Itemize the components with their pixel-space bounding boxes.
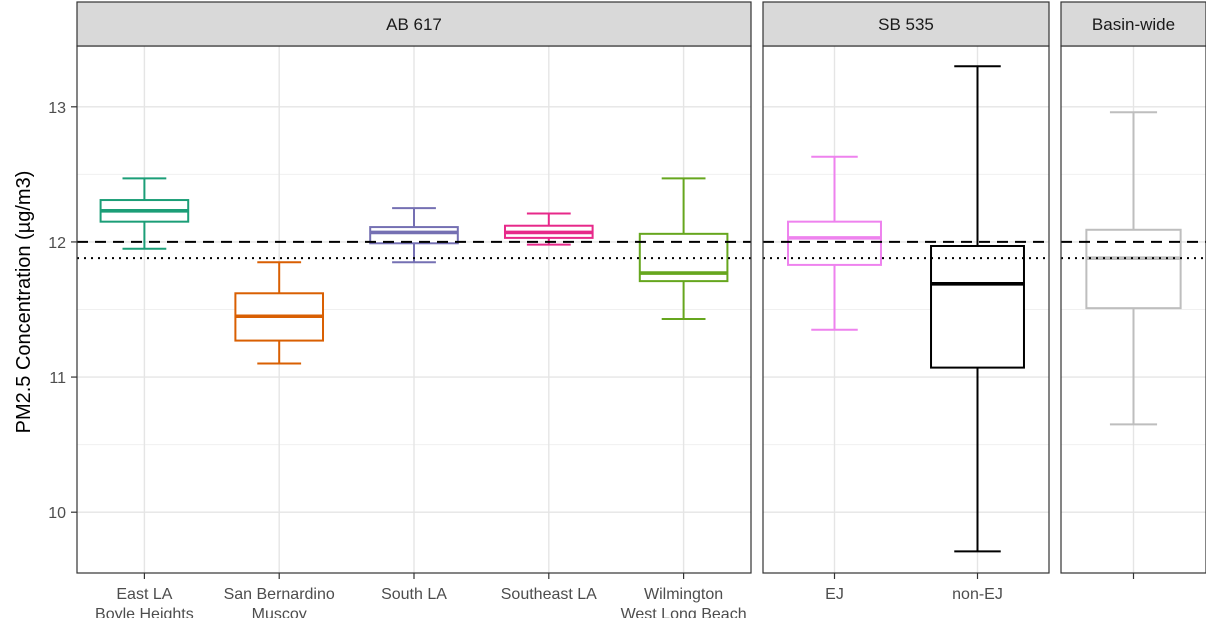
boxplot-0-1 [234, 261, 325, 365]
x-tick-label: San Bernardino [224, 586, 335, 603]
boxplot-0-2 [369, 207, 459, 264]
facet-strip-label: AB 617 [386, 15, 442, 34]
x-tick-label: EJ [825, 586, 844, 603]
facet-strip-label: SB 535 [878, 15, 934, 34]
x-tick-label: Southeast LA [501, 586, 597, 603]
y-tick-label: 10 [48, 505, 66, 522]
y-tick-label: 12 [48, 235, 66, 252]
y-axis-title: PM2.5 Concentration (µg/m3) [13, 171, 35, 434]
panel-content [77, 46, 751, 573]
facet-strip [1060, 1, 1206, 47]
boxplot-1-1 [930, 65, 1025, 553]
box-iqr [930, 244, 1025, 369]
x-tick-label: West Long Beach [621, 606, 747, 618]
x-tick-label: Boyle Heights [95, 606, 194, 618]
x-tick-label: Wilmington [644, 586, 723, 603]
y-tick-label: 11 [49, 370, 66, 387]
boxplot-0-0 [99, 177, 190, 250]
y-tick-label: 13 [48, 100, 66, 117]
x-tick-label: Muscoy [252, 606, 307, 618]
box-iqr [369, 226, 459, 245]
boxplot-0-3 [503, 212, 594, 246]
panel-content [1061, 46, 1206, 573]
facet-strip [762, 1, 1050, 47]
x-tick-label: South LA [381, 586, 447, 603]
panel-content [763, 46, 1049, 573]
facet-panel-2: Basin-wide [1060, 1, 1206, 579]
x-tick-label: East LA [116, 586, 172, 603]
facet-panel-1: SB 535 EJ non-EJ [762, 1, 1050, 603]
facet-strip [76, 1, 752, 47]
x-tick-label: non-EJ [952, 586, 1003, 603]
facet-strip-label: Basin-wide [1092, 15, 1175, 34]
